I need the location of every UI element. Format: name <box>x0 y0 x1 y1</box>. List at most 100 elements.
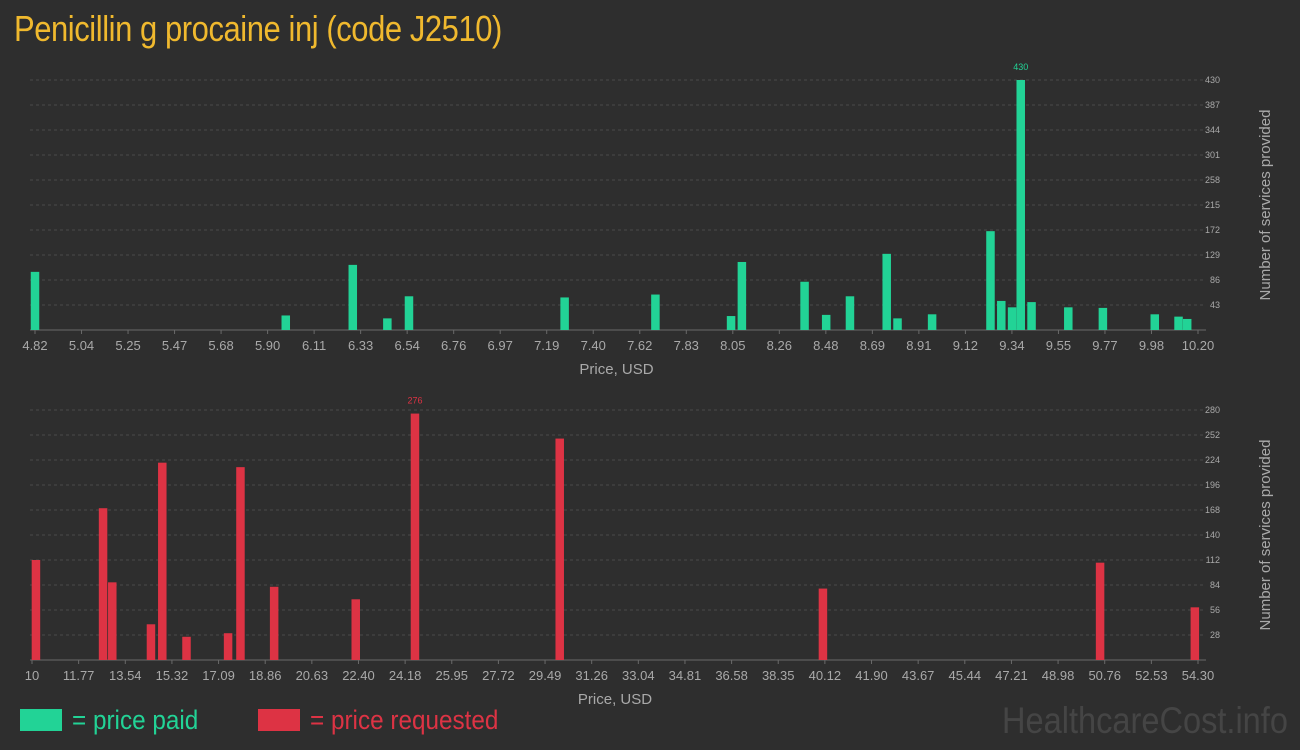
paid-max-value-label: 430 <box>1013 62 1028 72</box>
requested-bar <box>31 560 41 660</box>
requested-x-tick-label: 10 <box>25 668 39 683</box>
paid-x-tick-label: 8.05 <box>720 338 745 353</box>
paid-x-tick-label: 6.76 <box>441 338 466 353</box>
requested-x-tick-label: 17.09 <box>202 668 235 683</box>
paid-bar <box>348 264 358 330</box>
paid-x-tick-label: 8.48 <box>813 338 838 353</box>
paid-bar <box>651 294 660 330</box>
requested-bar <box>146 624 156 660</box>
requested-bar <box>182 636 191 660</box>
requested-x-tick-label: 47.21 <box>995 668 1028 683</box>
requested-y-tick-label: 224 <box>1205 455 1220 465</box>
paid-bar <box>986 231 995 330</box>
paid-y-tick-label: 301 <box>1205 150 1220 160</box>
paid-y-tick-label: 86 <box>1210 275 1220 285</box>
paid-bar <box>997 300 1006 330</box>
paid-x-tick-label: 8.26 <box>767 338 792 353</box>
requested-bar <box>236 467 245 660</box>
requested-x-tick-label: 34.81 <box>669 668 702 683</box>
paid-bar <box>404 296 414 330</box>
paid-x-tick-label: 7.83 <box>674 338 699 353</box>
paid-y-tick-label: 172 <box>1205 225 1220 235</box>
requested-x-axis-title: Price, USD <box>578 691 652 708</box>
chart-title: Penicillin g procaine inj (code J2510) <box>14 8 502 49</box>
requested-y-tick-label: 280 <box>1205 405 1220 415</box>
requested-x-tick-label: 29.49 <box>529 668 562 683</box>
paid-x-tick-label: 4.82 <box>22 338 47 353</box>
requested-y-tick-label: 196 <box>1205 480 1220 490</box>
legend-label-requested: = price requested <box>310 704 499 735</box>
requested-x-tick-label: 31.26 <box>575 668 608 683</box>
paid-x-tick-label: 9.55 <box>1046 338 1071 353</box>
paid-y-tick-label: 43 <box>1210 300 1220 310</box>
requested-bar <box>410 413 420 660</box>
paid-bar <box>383 318 392 330</box>
requested-bar <box>108 582 117 660</box>
paid-bar <box>882 253 891 330</box>
paid-bar <box>1007 307 1017 330</box>
paid-x-tick-label: 5.04 <box>69 338 94 353</box>
requested-x-tick-label: 48.98 <box>1042 668 1075 683</box>
paid-y-tick-label: 430 <box>1205 75 1220 85</box>
paid-bar <box>845 296 855 330</box>
paid-x-tick-label: 9.98 <box>1139 338 1164 353</box>
requested-bar <box>351 599 360 660</box>
requested-x-tick-label: 45.44 <box>949 668 982 683</box>
requested-x-tick-label: 11.77 <box>63 668 95 683</box>
requested-x-tick-label: 54.30 <box>1182 668 1215 683</box>
paid-x-tick-label: 5.90 <box>255 338 280 353</box>
paid-bar <box>737 261 747 330</box>
paid-bar <box>800 281 809 330</box>
requested-bar <box>1190 607 1200 660</box>
paid-x-tick-label: 6.54 <box>395 338 420 353</box>
requested-bar <box>269 586 279 660</box>
paid-bar <box>893 318 902 330</box>
requested-x-tick-label: 15.32 <box>156 668 189 683</box>
paid-x-tick-label: 6.97 <box>488 338 513 353</box>
requested-max-value-label: 276 <box>407 396 422 406</box>
paid-x-tick-label: 6.33 <box>348 338 373 353</box>
paid-y-tick-label: 129 <box>1205 250 1220 260</box>
paid-x-tick-label: 9.77 <box>1092 338 1117 353</box>
requested-x-tick-label: 18.86 <box>249 668 282 683</box>
paid-x-tick-label: 5.25 <box>115 338 140 353</box>
requested-bar <box>818 588 828 660</box>
paid-y-axis-title: Number of services provided <box>1257 110 1274 301</box>
requested-x-tick-label: 13.54 <box>109 668 142 683</box>
paid-y-tick-label: 387 <box>1205 100 1220 110</box>
paid-bar <box>560 297 569 330</box>
requested-x-tick-label: 41.90 <box>855 668 888 683</box>
requested-bar <box>223 633 233 660</box>
paid-bar <box>927 314 937 330</box>
paid-x-axis-title: Price, USD <box>579 361 653 378</box>
requested-y-tick-label: 84 <box>1210 580 1220 590</box>
paid-bar <box>30 271 40 330</box>
legend: = price paid = price requested <box>20 704 566 736</box>
paid-x-tick-label: 7.19 <box>534 338 559 353</box>
requested-y-tick-label: 28 <box>1210 630 1220 640</box>
requested-x-tick-label: 25.95 <box>435 668 468 683</box>
requested-x-tick-label: 36.58 <box>715 668 748 683</box>
requested-x-tick-label: 50.76 <box>1088 668 1121 683</box>
requested-bar <box>158 462 167 660</box>
paid-x-tick-label: 8.69 <box>860 338 885 353</box>
paid-x-tick-label: 7.62 <box>627 338 652 353</box>
requested-x-tick-label: 24.18 <box>389 668 422 683</box>
paid-bar <box>821 314 831 330</box>
paid-y-tick-label: 344 <box>1205 125 1220 135</box>
legend-item-paid: = price paid <box>20 705 212 736</box>
legend-label-paid: = price paid <box>72 704 199 735</box>
paid-x-tick-label: 9.34 <box>999 338 1024 353</box>
legend-swatch-requested <box>258 709 301 731</box>
requested-bar <box>1095 562 1105 660</box>
requested-x-tick-label: 40.12 <box>809 668 842 683</box>
requested-x-tick-label: 27.72 <box>482 668 515 683</box>
paid-y-tick-label: 258 <box>1205 175 1220 185</box>
paid-x-tick-label: 6.11 <box>302 338 326 353</box>
requested-y-tick-label: 168 <box>1205 505 1220 515</box>
paid-bar <box>1064 307 1073 330</box>
requested-x-tick-label: 38.35 <box>762 668 795 683</box>
requested-y-tick-label: 56 <box>1210 605 1220 615</box>
paid-bar <box>1027 302 1036 330</box>
requested-y-tick-label: 112 <box>1206 555 1220 565</box>
